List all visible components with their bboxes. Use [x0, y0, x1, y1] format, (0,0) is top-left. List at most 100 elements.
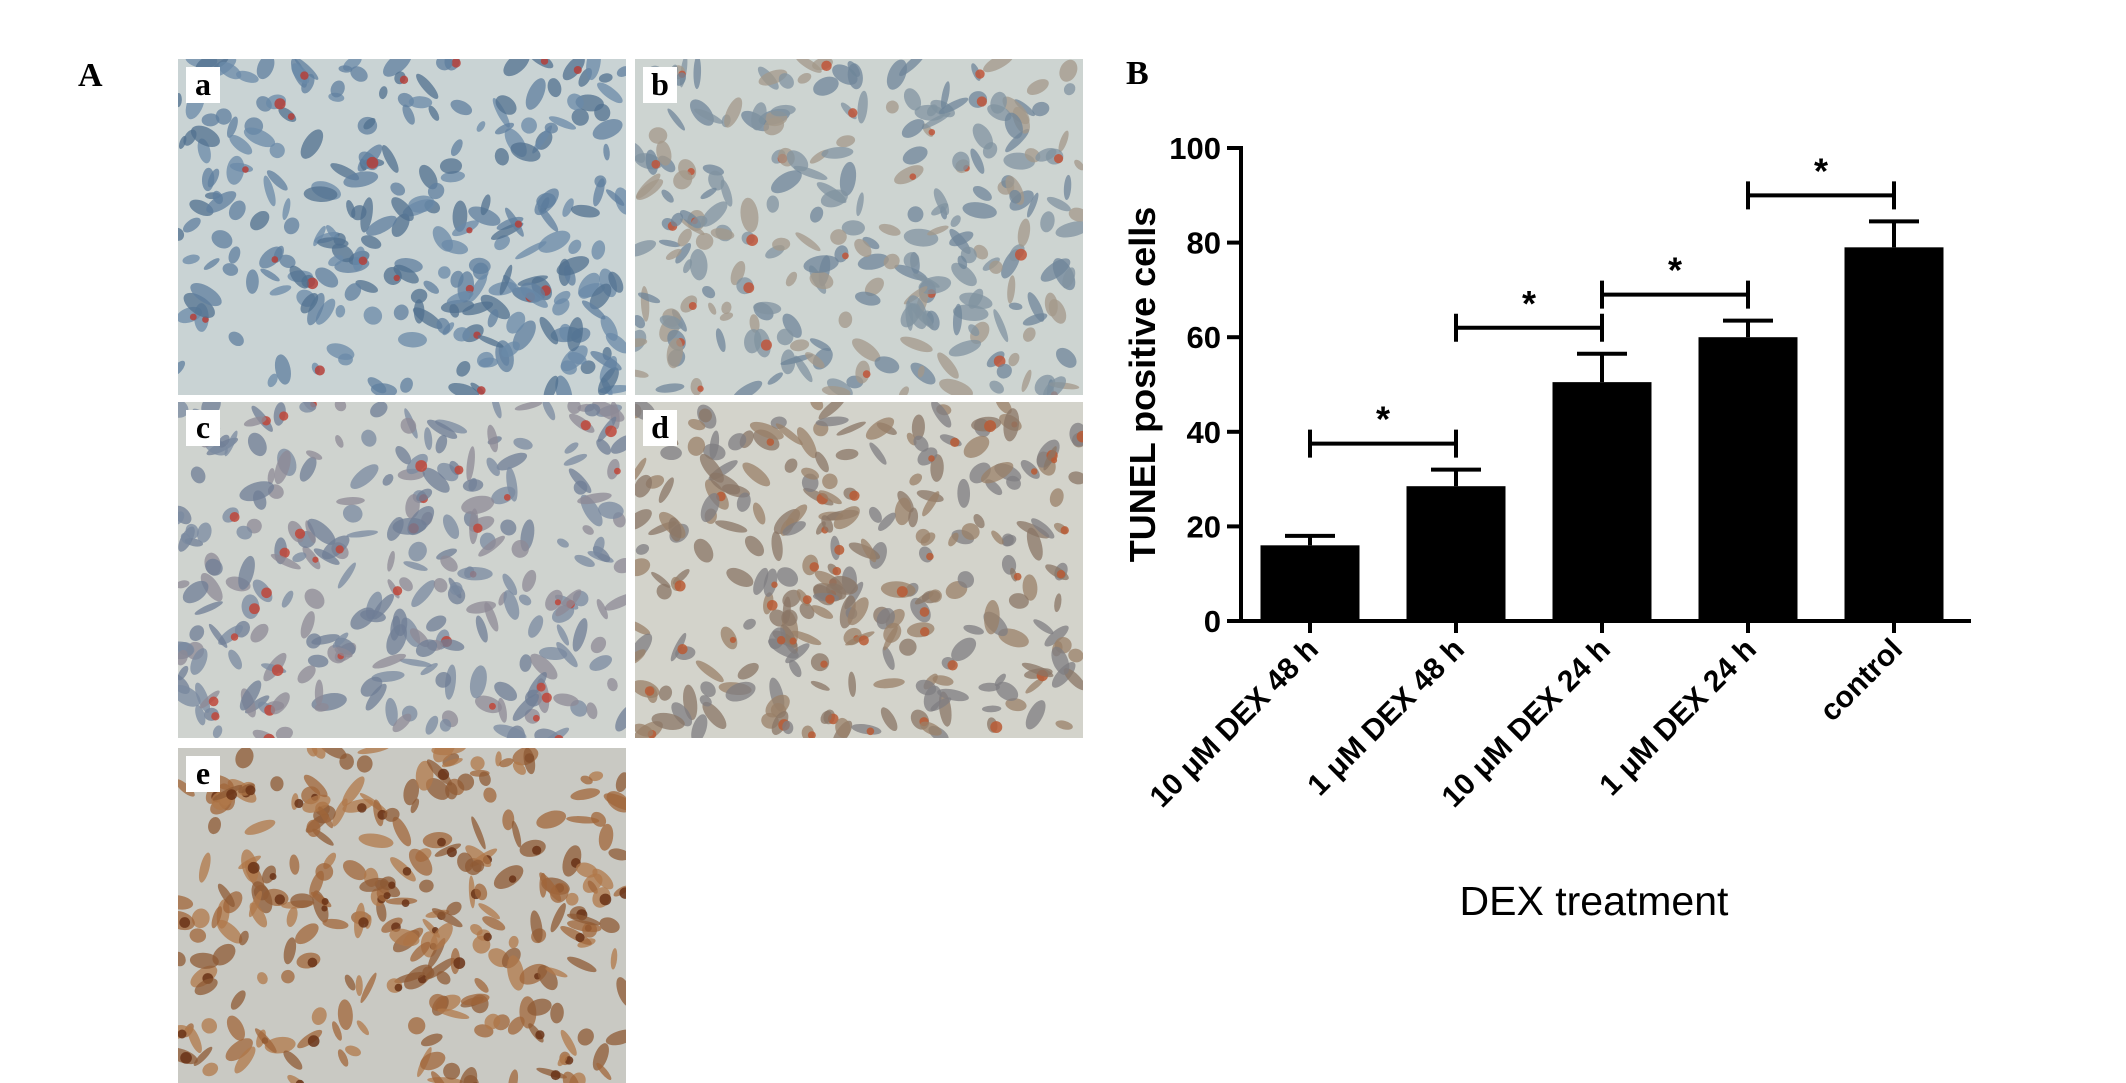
- cell: [190, 466, 206, 484]
- cell: [507, 1016, 525, 1035]
- cell: [450, 99, 473, 116]
- cell: [973, 244, 989, 260]
- cell: [577, 1028, 594, 1046]
- cell: [356, 755, 373, 773]
- cell: [742, 462, 771, 487]
- cell: [438, 266, 451, 279]
- cell: [898, 386, 910, 395]
- cell: [556, 624, 570, 646]
- cell: [469, 665, 487, 699]
- cell: [833, 506, 860, 530]
- cell: [582, 922, 598, 938]
- cell: [491, 402, 502, 419]
- cell: [957, 478, 971, 508]
- cell: [780, 354, 814, 366]
- cell: [434, 419, 468, 434]
- stained-nucleus: [776, 635, 786, 645]
- stained-nucleus: [274, 894, 285, 905]
- cell: [430, 923, 453, 951]
- stained-nucleus: [532, 845, 542, 855]
- stained-nucleus: [399, 75, 409, 85]
- cell: [408, 1017, 426, 1035]
- stained-nucleus: [388, 881, 396, 889]
- cell: [392, 713, 412, 733]
- cell: [744, 535, 764, 557]
- cell: [1046, 196, 1071, 212]
- cell: [448, 382, 480, 395]
- cell: [635, 544, 650, 555]
- cell: [835, 717, 851, 738]
- cell: [1068, 471, 1083, 485]
- cell: [562, 59, 585, 81]
- cell: [508, 1069, 519, 1083]
- y-tick-label: 20: [1187, 509, 1221, 544]
- stained-nucleus: [179, 917, 191, 928]
- cell: [610, 948, 618, 970]
- cell: [523, 748, 536, 775]
- cell: [972, 185, 992, 201]
- cell: [660, 445, 682, 461]
- cell: [419, 879, 434, 893]
- cell: [635, 142, 646, 163]
- cell: [1001, 533, 1014, 547]
- cell: [991, 530, 1004, 545]
- cell: [794, 355, 813, 383]
- cell: [236, 525, 253, 540]
- stained-nucleus: [483, 932, 492, 942]
- cell: [390, 615, 401, 641]
- cell: [508, 935, 519, 949]
- cell: [393, 264, 419, 284]
- cell: [422, 467, 450, 493]
- cell: [547, 78, 562, 98]
- label-box: [186, 756, 220, 792]
- cell: [201, 167, 215, 192]
- cell: [182, 580, 209, 604]
- cell: [911, 414, 925, 441]
- cell: [912, 273, 940, 288]
- cell: [615, 704, 626, 732]
- cell: [637, 292, 661, 304]
- cell: [385, 697, 398, 727]
- cell: [449, 303, 460, 318]
- x-tick-label: 1 μM DEX 24 h: [1593, 633, 1763, 803]
- cell: [839, 161, 857, 197]
- micrograph-label: c: [196, 409, 210, 445]
- cell: [1063, 668, 1083, 691]
- cell: [178, 511, 185, 525]
- cell: [963, 435, 990, 458]
- cell: [1025, 700, 1046, 730]
- cell: [597, 367, 619, 395]
- cell: [212, 943, 236, 966]
- cell: [415, 760, 434, 791]
- cell: [367, 377, 387, 394]
- cell: [548, 116, 577, 130]
- cell: [810, 402, 824, 411]
- cell: [360, 972, 377, 1004]
- cell: [197, 522, 212, 543]
- cell: [689, 249, 708, 281]
- cell: [835, 448, 859, 461]
- cell: [687, 436, 706, 456]
- y-tick-label: 40: [1187, 415, 1221, 450]
- cell: [539, 316, 559, 345]
- cell: [922, 491, 940, 517]
- stained-nucleus: [383, 892, 391, 900]
- cell: [903, 88, 922, 111]
- cell: [215, 108, 232, 125]
- cell: [283, 1050, 303, 1070]
- cell: [1044, 625, 1069, 647]
- cell: [1051, 661, 1076, 688]
- cell: [410, 941, 431, 962]
- cell: [694, 108, 724, 124]
- cell: [332, 1021, 342, 1041]
- cell: [337, 999, 353, 1031]
- cell: [589, 283, 612, 310]
- stained-nucleus: [541, 692, 552, 703]
- cell: [566, 816, 600, 824]
- cell: [218, 434, 230, 448]
- cell: [420, 1051, 446, 1071]
- cell: [593, 536, 605, 557]
- stained-nucleus: [300, 71, 309, 80]
- cell: [582, 525, 594, 535]
